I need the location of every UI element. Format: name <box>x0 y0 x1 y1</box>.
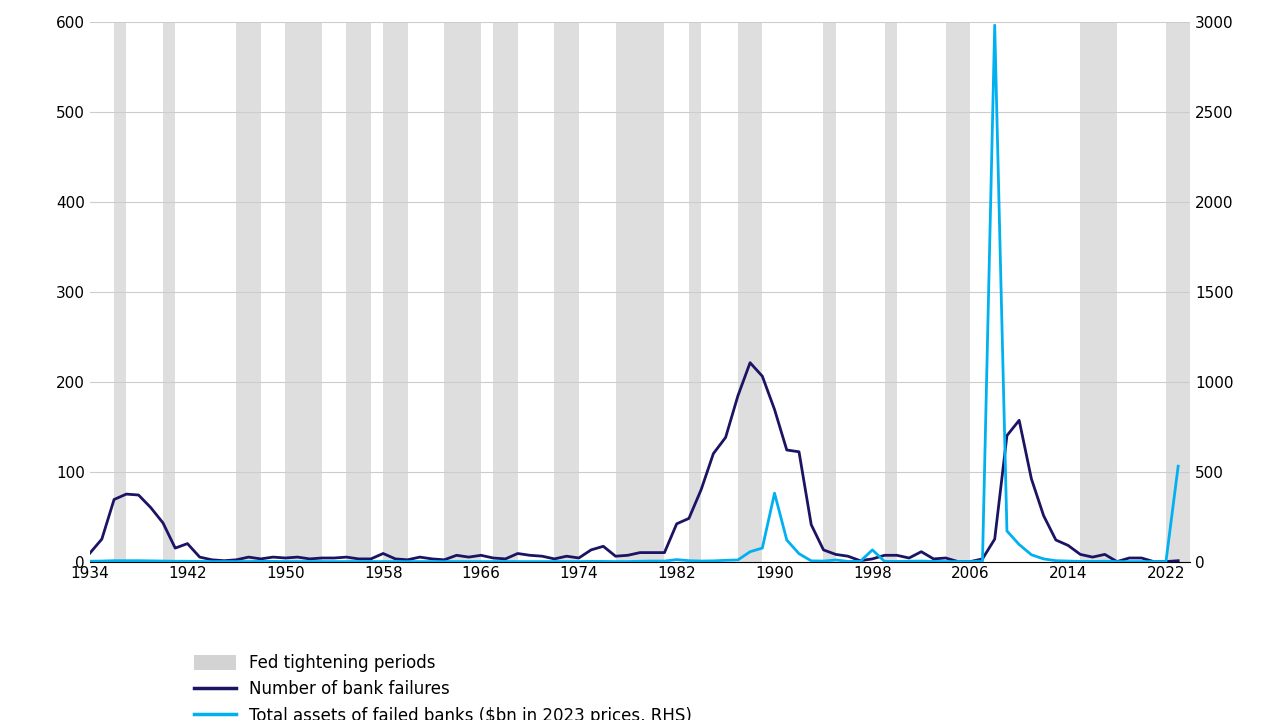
Bar <box>689 22 701 562</box>
Bar <box>347 22 371 562</box>
Bar <box>493 22 517 562</box>
Bar <box>737 22 763 562</box>
Bar <box>383 22 407 562</box>
Bar <box>285 22 323 562</box>
Bar <box>653 22 664 562</box>
Bar <box>444 22 481 562</box>
Bar <box>884 22 897 562</box>
Bar <box>1080 22 1117 562</box>
Bar <box>823 22 836 562</box>
Bar <box>237 22 261 562</box>
Bar <box>163 22 175 562</box>
Bar <box>114 22 127 562</box>
Legend: Fed tightening periods, Number of bank failures, Total assets of failed banks ($: Fed tightening periods, Number of bank f… <box>186 646 700 720</box>
Bar <box>1166 22 1190 562</box>
Bar <box>946 22 970 562</box>
Bar <box>616 22 653 562</box>
Bar <box>554 22 579 562</box>
